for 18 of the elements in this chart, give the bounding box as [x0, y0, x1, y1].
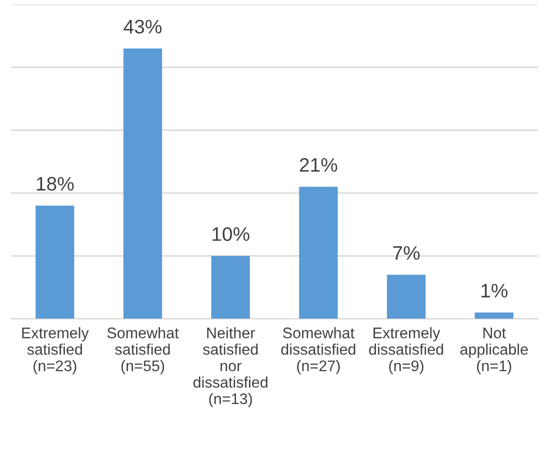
bar	[123, 48, 162, 319]
x-tick-label: Not applicable (n=1)	[460, 328, 528, 374]
bar	[36, 206, 74, 319]
bar	[386, 274, 426, 319]
data-label: 1%	[482, 284, 508, 298]
x-tick-label: Extremely dissatisfied (n=9)	[369, 327, 444, 374]
data-label: 18%	[36, 176, 74, 191]
x-tick-label: Somewhat satisfied (n=55)	[107, 327, 179, 374]
data-label: 10%	[212, 227, 250, 241]
x-tick-label: Neither satisfied nor dissatisfied (n=13)	[193, 327, 268, 408]
x-tick-label: Somewhat dissatisfied (n=27)	[281, 327, 356, 374]
data-label: 21%	[300, 158, 338, 172]
bar	[299, 186, 338, 319]
data-label: 43%	[124, 20, 162, 34]
bar	[211, 256, 250, 319]
bar	[474, 312, 514, 319]
x-tick-label: Extremely satisfied (n=23)	[22, 327, 89, 374]
data-label: 7%	[393, 246, 420, 260]
